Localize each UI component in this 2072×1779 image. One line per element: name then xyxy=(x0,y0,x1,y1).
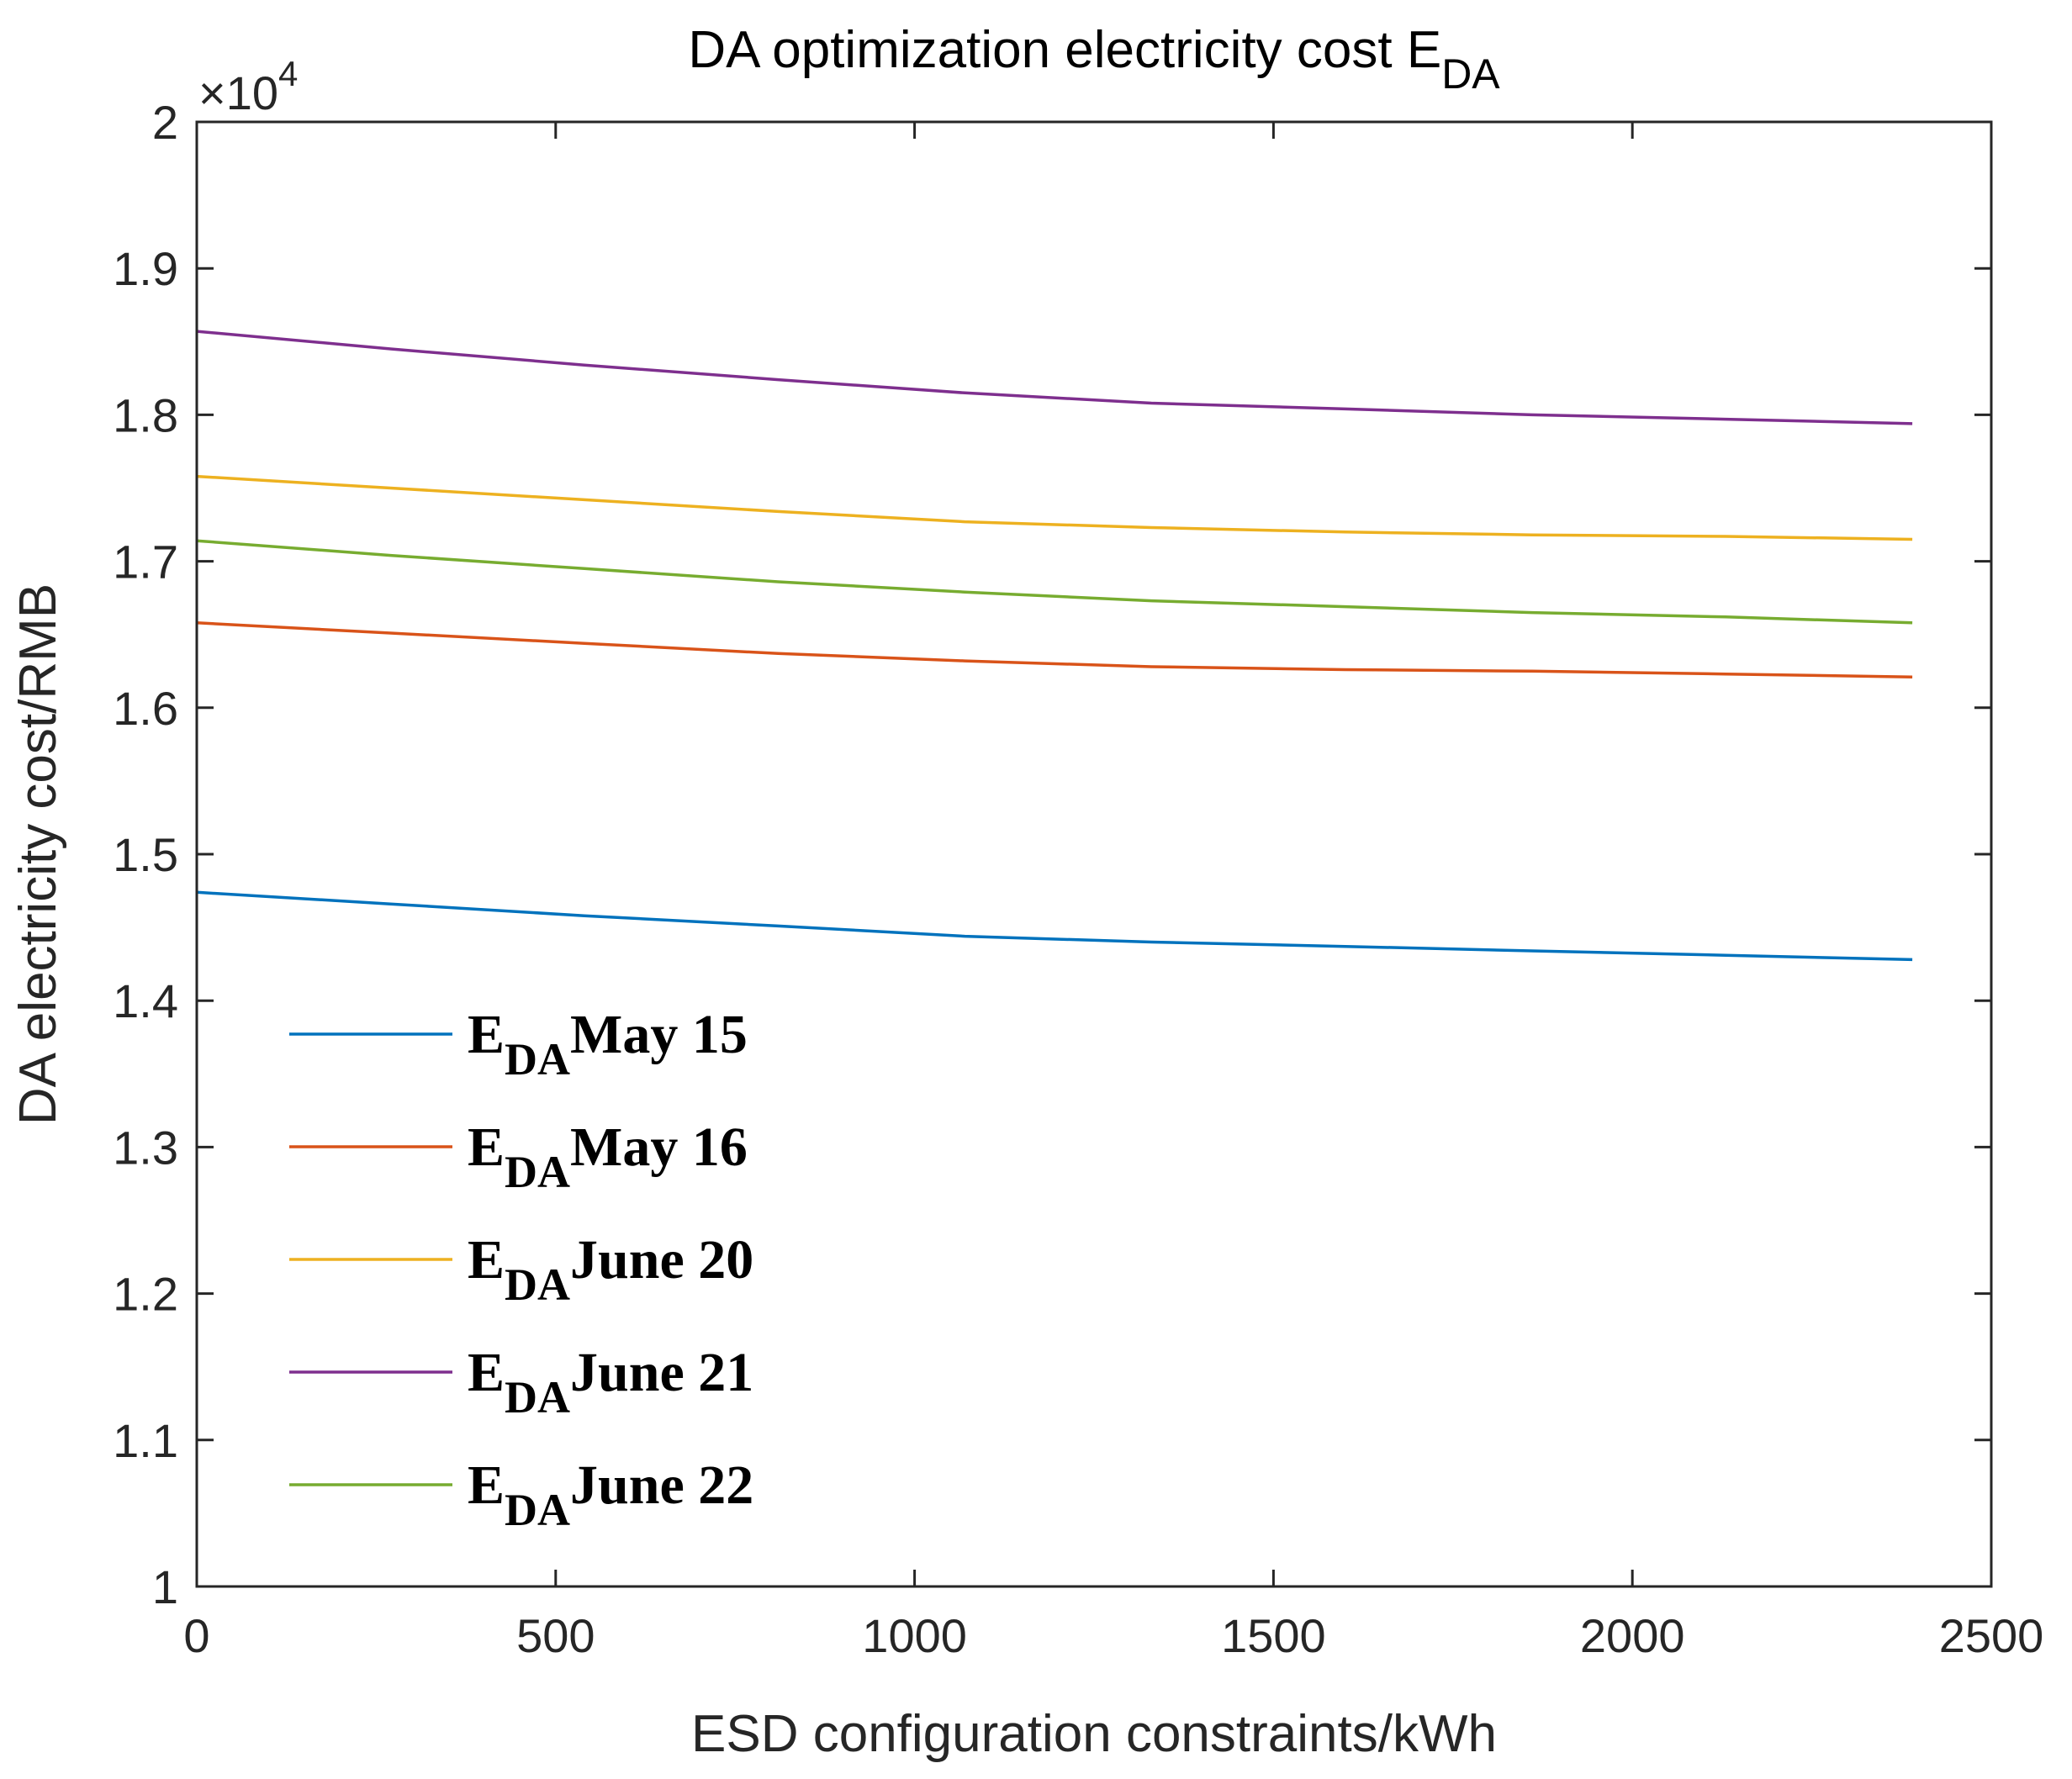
legend-subscript: DA xyxy=(505,1485,570,1535)
x-tick-label: 0 xyxy=(183,1609,209,1662)
legend-subscript: DA xyxy=(505,1034,570,1085)
y-axis-multiplier-exponent: 4 xyxy=(278,54,298,93)
x-tick-label: 500 xyxy=(516,1609,595,1662)
x-tick-label: 1500 xyxy=(1221,1609,1326,1662)
y-axis-label: DA electricity cost/RMB xyxy=(9,583,67,1125)
y-tick-label: 1.9 xyxy=(113,242,178,295)
x-axis-label: ESD configuration constraints/kWh xyxy=(691,1705,1497,1763)
legend-series-name: June 22 xyxy=(570,1454,753,1516)
series-line-june-22 xyxy=(196,539,1913,625)
series-line-may-16 xyxy=(196,621,1913,678)
legend-prefix: E xyxy=(468,1116,505,1178)
tick-labels: 0 500 1000 1500 2000 2500 1 1.1 1.2 1.3 1.4 1.5 1.6 1… xyxy=(113,96,2043,1662)
x-tick-label: 1000 xyxy=(862,1609,967,1662)
chart-title: DA optimization electricity cost EDA xyxy=(688,21,1500,98)
legend-prefix: E xyxy=(468,1229,505,1291)
y-tick-label: 1 xyxy=(152,1560,178,1613)
plot-background xyxy=(197,122,1991,1586)
series-line-june-21 xyxy=(196,330,1913,425)
legend-label-may-15: EDAMay 15 xyxy=(468,1004,748,1085)
legend-prefix: E xyxy=(468,1004,505,1065)
legend-prefix: E xyxy=(468,1454,505,1516)
chart-title-main: DA optimization electricity cost E xyxy=(688,21,1441,79)
legend-prefix: E xyxy=(468,1342,505,1403)
series-line-june-20 xyxy=(196,474,1913,541)
legend-series-name: May 16 xyxy=(570,1116,748,1178)
series-lines xyxy=(196,330,1913,962)
y-tick-label: 1.6 xyxy=(113,682,178,735)
x-tick-label: 2000 xyxy=(1580,1609,1685,1662)
y-tick-label: 1.7 xyxy=(113,536,178,589)
y-tick-label: 1.5 xyxy=(113,828,178,881)
y-tick-label: 1.8 xyxy=(113,388,178,441)
x-tick-label: 2500 xyxy=(1939,1609,2044,1662)
legend-series-name: May 15 xyxy=(570,1004,748,1065)
y-tick-label: 2 xyxy=(152,96,178,149)
legend-subscript: DA xyxy=(505,1147,570,1197)
y-tick-label: 1.2 xyxy=(113,1268,178,1321)
legend-label-may-16: EDAMay 16 xyxy=(468,1116,748,1197)
y-tick-label: 1.1 xyxy=(113,1414,178,1467)
legend-subscript: DA xyxy=(505,1259,570,1310)
plot-axes-box xyxy=(195,120,1993,1588)
legend-label-june-21: EDAJune 21 xyxy=(468,1342,753,1423)
legend-series-name: June 21 xyxy=(570,1342,753,1403)
y-axis-multiplier-base: ×10 xyxy=(198,66,278,119)
y-tick-label: 1.3 xyxy=(113,1121,178,1174)
series-line-may-15 xyxy=(196,890,1913,962)
legend-label-june-20: EDAJune 20 xyxy=(468,1229,753,1310)
y-axis-multiplier: ×104 xyxy=(198,54,298,119)
legend-label-june-22: EDAJune 22 xyxy=(468,1454,753,1535)
chart-title-subscript: DA xyxy=(1441,50,1500,98)
legend-series-name: June 20 xyxy=(570,1229,753,1291)
legend-subscript: DA xyxy=(505,1372,570,1423)
y-tick-label: 1.4 xyxy=(113,974,178,1027)
